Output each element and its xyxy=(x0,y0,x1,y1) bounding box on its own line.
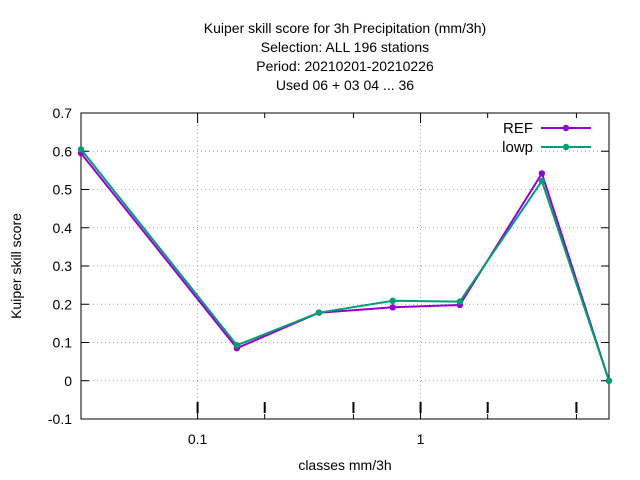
series-line-REF xyxy=(80,152,610,382)
data-point-lowp xyxy=(233,341,241,349)
legend: REF lowp xyxy=(502,120,591,156)
y-tick-label: 0.3 xyxy=(53,258,73,274)
legend-label-REF: REF xyxy=(503,120,533,137)
y-tick-label: 0.2 xyxy=(53,296,73,312)
x-axis-label: classes mm/3h xyxy=(298,457,391,473)
chart-title-line: Selection: ALL 196 stations xyxy=(261,39,429,55)
x-tick-label: 0.1 xyxy=(188,431,208,447)
chart-title-line: Period: 20210201-20210226 xyxy=(256,58,434,74)
axis-ticks: -0.1 0 0.1 0.2 0.3 0.4 0.5 0.6 0.7 0.1 1 xyxy=(48,105,609,447)
data-point-lowp xyxy=(605,377,613,384)
x-tick-label: 1 xyxy=(417,431,425,447)
legend-marker-lowp xyxy=(562,143,570,151)
y-tick-label: 0.7 xyxy=(53,105,73,121)
data-point-REF xyxy=(389,304,396,311)
chart-title-line: Kuiper skill score for 3h Precipitation … xyxy=(204,20,486,36)
y-tick-label: -0.1 xyxy=(48,411,72,427)
y-tick-label: 0.1 xyxy=(53,335,73,351)
series-layer xyxy=(77,146,613,384)
legend-marker-REF xyxy=(562,124,570,132)
chart-title-line: Used 06 + 03 04 ... 36 xyxy=(276,77,414,93)
y-tick-label: 0.5 xyxy=(53,182,73,198)
y-tick-label: 0 xyxy=(64,373,72,389)
data-point-lowp xyxy=(538,177,546,185)
data-point-lowp xyxy=(315,309,323,316)
y-tick-label: 0.6 xyxy=(53,143,73,159)
data-point-lowp xyxy=(389,297,396,305)
data-point-lowp xyxy=(77,146,85,153)
data-point-REF xyxy=(538,170,546,177)
data-point-lowp xyxy=(456,298,464,305)
y-tick-label: 0.4 xyxy=(53,220,73,236)
series-line-lowp xyxy=(80,148,610,382)
legend-label-lowp: lowp xyxy=(502,139,533,156)
grid xyxy=(81,113,609,419)
y-axis-label: Kuiper skill score xyxy=(8,213,24,319)
chart-title: Kuiper skill score for 3h Precipitation … xyxy=(204,20,486,93)
